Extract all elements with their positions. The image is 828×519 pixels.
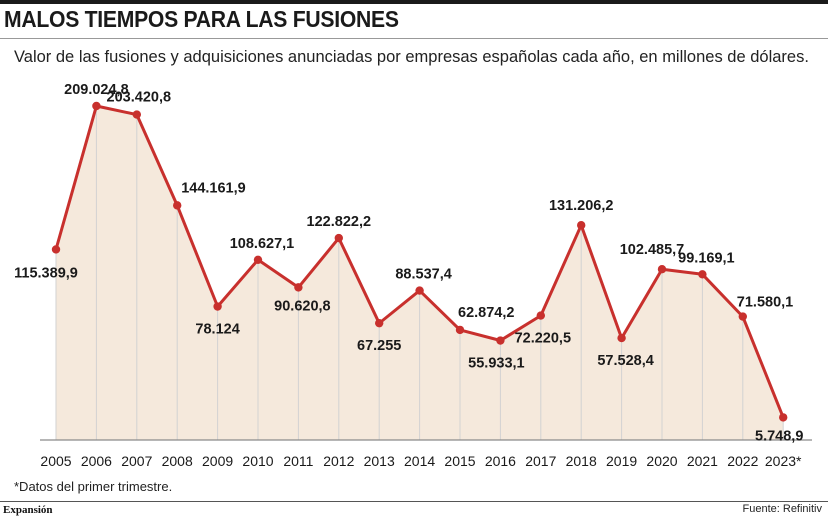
x-tick-label-2005: 2005 bbox=[40, 453, 71, 469]
value-label-2008: 144.161,9 bbox=[181, 180, 246, 196]
value-label-2019: 57.528,4 bbox=[597, 353, 653, 369]
value-label-2013: 67.255 bbox=[357, 338, 401, 354]
footnote: *Datos del primer trimestre. bbox=[14, 479, 173, 494]
x-tick-label-2015: 2015 bbox=[444, 453, 475, 469]
x-tick-label-2011: 2011 bbox=[283, 453, 313, 469]
x-tick-label-2016: 2016 bbox=[485, 453, 516, 469]
data-point-2010 bbox=[253, 255, 263, 265]
x-tick-label-2013: 2013 bbox=[364, 453, 395, 469]
x-tick-label-2020: 2020 bbox=[646, 453, 677, 469]
data-point-2018 bbox=[577, 221, 586, 230]
data-point-2021 bbox=[698, 270, 707, 279]
data-point-2019 bbox=[617, 333, 626, 343]
data-point-2009 bbox=[213, 302, 222, 311]
area-fill bbox=[56, 106, 784, 440]
data-point-2013 bbox=[375, 318, 384, 328]
value-label-2016: 55.933,1 bbox=[468, 356, 524, 372]
value-label-2010: 108.627,1 bbox=[230, 236, 295, 252]
value-label-2021: 99.169,1 bbox=[678, 250, 734, 266]
value-label-2011: 90.620,8 bbox=[274, 298, 330, 314]
x-tick-label-2014: 2014 bbox=[404, 453, 435, 469]
data-point-2011 bbox=[294, 283, 303, 292]
x-tick-label-2009: 2009 bbox=[202, 453, 233, 469]
value-label-2014: 88.537,4 bbox=[395, 267, 451, 283]
x-tick-label-2022: 2022 bbox=[727, 453, 758, 469]
data-point-2005 bbox=[51, 245, 61, 254]
data-point-2012 bbox=[334, 233, 343, 243]
value-label-2012: 122.822,2 bbox=[307, 214, 372, 230]
x-tick-label-2008: 2008 bbox=[162, 453, 193, 469]
data-point-2022 bbox=[738, 312, 747, 321]
data-point-2017 bbox=[536, 311, 545, 320]
x-tick-label-2017: 2017 bbox=[525, 453, 556, 469]
data-point-2014 bbox=[415, 286, 424, 295]
x-tick-label-2012: 2012 bbox=[323, 453, 354, 469]
data-point-2023 bbox=[779, 413, 788, 422]
brand-logo: Expansión bbox=[3, 504, 53, 516]
value-label-2018: 131.206,2 bbox=[549, 198, 614, 214]
data-point-2020 bbox=[657, 265, 667, 274]
x-tick-label-2021: 2021 bbox=[687, 453, 718, 469]
value-label-2023: 5.748,9 bbox=[755, 428, 803, 444]
title-divider bbox=[0, 38, 828, 39]
value-label-2006: 209.024,8 bbox=[64, 82, 129, 98]
value-label-2009: 78.124 bbox=[195, 322, 239, 338]
value-label-2007: 203.420,8 bbox=[107, 90, 172, 106]
x-tick-label-2007: 2007 bbox=[121, 453, 152, 469]
data-point-2007 bbox=[132, 110, 141, 119]
data-point-2015 bbox=[455, 325, 465, 335]
data-point-2006 bbox=[92, 101, 101, 111]
value-label-2005: 115.389,9 bbox=[14, 265, 78, 281]
data-point-2016 bbox=[496, 336, 505, 345]
top-rule bbox=[0, 0, 828, 4]
value-label-2017: 72.220,5 bbox=[515, 331, 571, 347]
x-tick-label-2006: 2006 bbox=[81, 453, 112, 469]
x-tick-label-2023: 2023* bbox=[765, 453, 802, 469]
x-tick-label-2019: 2019 bbox=[606, 453, 637, 469]
value-label-2020: 102.485,7 bbox=[620, 242, 685, 258]
source-note: Fuente: Refinitiv bbox=[742, 503, 822, 515]
x-tick-label-2018: 2018 bbox=[566, 453, 597, 469]
value-label-2022: 71.580,1 bbox=[737, 295, 793, 311]
chart-title: MALOS TIEMPOS PARA LAS FUSIONES bbox=[4, 6, 399, 32]
data-point-2008 bbox=[173, 201, 182, 210]
chart-subtitle: Valor de las fusiones y adquisiciones an… bbox=[14, 48, 809, 66]
x-tick-label-2010: 2010 bbox=[242, 453, 273, 469]
footer-divider bbox=[0, 501, 828, 502]
value-label-2015: 62.874,2 bbox=[458, 305, 514, 321]
